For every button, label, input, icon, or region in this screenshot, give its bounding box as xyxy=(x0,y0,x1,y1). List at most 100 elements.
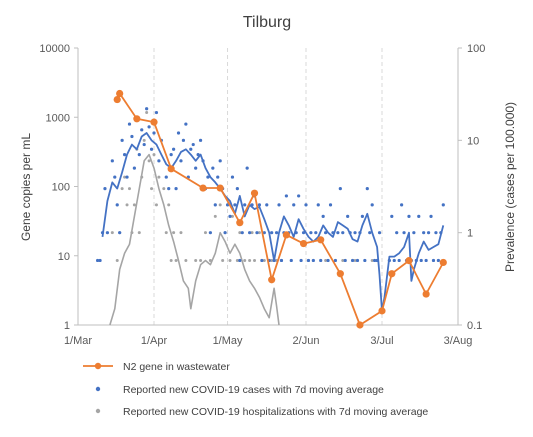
cases-daily-point xyxy=(127,122,132,126)
wastewater-point xyxy=(422,290,430,298)
cases-daily-point xyxy=(154,110,159,115)
cases-daily-point xyxy=(363,258,367,263)
cases-daily-point xyxy=(189,147,193,151)
cases-daily-point xyxy=(321,214,325,219)
hospitalizations-daily-point xyxy=(230,214,234,218)
hospitalizations-daily-point xyxy=(152,153,156,157)
cases-daily-point xyxy=(260,258,264,263)
cases-daily-point xyxy=(304,203,308,207)
hospitalizations-daily-point xyxy=(120,187,124,191)
y2-axis-title: Prevalence (cases per 100.000) xyxy=(503,102,517,272)
cases-daily-point xyxy=(419,258,423,263)
cases-daily-point xyxy=(292,203,296,207)
cases-daily-point xyxy=(333,258,338,263)
y2-tick-label: 100 xyxy=(467,43,485,55)
wastewater-point xyxy=(113,95,121,104)
cases-daily-point xyxy=(360,214,364,219)
wastewater-point xyxy=(317,236,325,244)
cases-daily-point xyxy=(184,122,188,126)
cases-daily-point xyxy=(230,175,235,179)
legend-cases-marker xyxy=(95,386,101,392)
hospitalizations-daily-point xyxy=(132,203,136,207)
cases-daily-point xyxy=(395,231,399,235)
cases-daily-point xyxy=(149,147,154,151)
hospitalizations-daily-point xyxy=(147,159,151,163)
cases-daily-point xyxy=(326,258,330,263)
cases-daily-point xyxy=(223,231,227,235)
y2-tick-label: 10 xyxy=(467,135,479,147)
wastewater-point xyxy=(299,239,308,248)
cases-daily-point xyxy=(110,159,114,163)
cases-daily-point xyxy=(355,258,360,263)
hospitalizations-daily-point xyxy=(194,258,198,262)
y2-tick-label: 0.1 xyxy=(467,320,482,332)
hospitalizations-daily-point xyxy=(184,258,188,262)
hospitalizations-daily-point xyxy=(370,258,374,262)
cases-daily-point xyxy=(279,258,284,263)
cases-daily-point xyxy=(238,258,242,263)
cases-daily-point xyxy=(98,258,102,263)
cases-daily-point xyxy=(169,153,173,157)
cases-daily-point xyxy=(338,187,342,191)
wastewater-line xyxy=(116,92,445,326)
cases-daily-point xyxy=(353,231,357,235)
cases-daily-point xyxy=(96,258,100,263)
hospitalizations-daily-point xyxy=(110,231,114,235)
cases-daily-point xyxy=(243,203,247,207)
cases-daily-point xyxy=(125,175,129,179)
hospitalizations-daily-point xyxy=(137,231,141,235)
cases-daily-point xyxy=(417,214,421,219)
cases-daily-point xyxy=(208,231,212,235)
y-tick-label: 10000 xyxy=(39,43,70,55)
cases-daily-point xyxy=(233,203,237,207)
cases-daily-point xyxy=(191,142,195,147)
cases-daily-point xyxy=(402,231,406,235)
hospitalizations-daily-point xyxy=(145,111,149,115)
hospitalizations-daily-point xyxy=(262,258,266,262)
hospitalizations-daily-point xyxy=(203,231,207,235)
cases-daily-point xyxy=(216,175,220,179)
cases-daily-point xyxy=(122,153,127,157)
y-tick-label: 100 xyxy=(52,182,70,194)
cases-daily-point xyxy=(441,203,445,207)
cases-daily-point xyxy=(120,138,124,142)
cases-daily-point xyxy=(277,203,281,207)
hospitalizations-daily-point xyxy=(228,258,232,262)
y-tick-label: 1 xyxy=(64,320,70,332)
cases-daily-point xyxy=(350,258,355,263)
hospitalizations-daily-point xyxy=(248,258,252,262)
cases-daily-point xyxy=(341,231,345,235)
wastewater-point xyxy=(356,321,364,329)
wastewater-point xyxy=(216,184,224,192)
wastewater-point xyxy=(150,118,158,126)
hospitalizations-daily-point xyxy=(253,258,257,262)
wastewater-series xyxy=(113,89,447,329)
y2-tick-label: 1 xyxy=(467,228,473,240)
cases-daily-point xyxy=(137,153,141,157)
cases-daily-point xyxy=(105,231,110,235)
wastewater-point xyxy=(167,165,175,173)
cases-daily-point xyxy=(245,166,249,170)
hospitalizations-daily-point xyxy=(127,187,131,191)
x-tick-label: 1/May xyxy=(213,335,243,347)
wastewater-point xyxy=(236,219,244,227)
cases-daily-point xyxy=(140,128,144,132)
legend-hospitalizations-label: Reported new COVID-19 hospitalizations w… xyxy=(123,406,428,418)
cases-daily-point xyxy=(172,147,176,151)
wastewater-point xyxy=(250,189,259,197)
cases-daily-point xyxy=(297,194,301,198)
hospitalizations-daily-point xyxy=(123,175,127,179)
hospitalizations-daily-point xyxy=(235,258,239,262)
cases-daily-point xyxy=(324,231,328,235)
cases-daily-point xyxy=(113,175,117,179)
hospitalizations-daily-point xyxy=(154,203,158,207)
cases-daily-point xyxy=(306,258,311,263)
chart-title: Tilburg xyxy=(243,14,291,31)
cases-daily-point xyxy=(365,187,369,191)
x-tick-label: 3/Aug xyxy=(444,335,473,347)
cases-daily-point xyxy=(424,258,428,263)
cases-daily-point xyxy=(274,231,279,235)
cases-daily-point xyxy=(174,187,178,191)
cases-daily-point xyxy=(147,125,151,129)
